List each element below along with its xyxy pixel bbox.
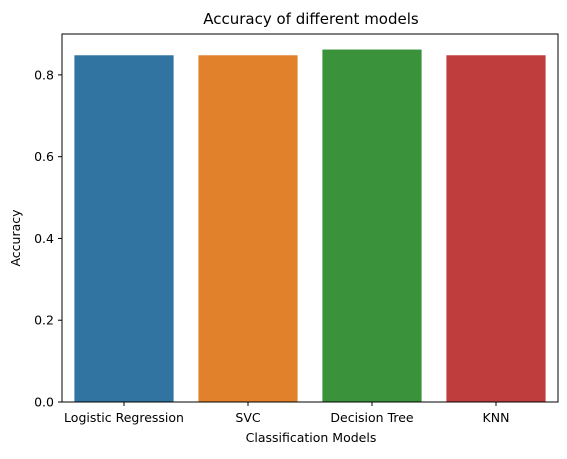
plot-frame — [61, 33, 559, 403]
x-tick-label: SVC — [235, 410, 260, 425]
x-tick-label: Logistic Regression — [64, 410, 184, 425]
y-tick-label: 0.6 — [34, 149, 54, 164]
y-axis-ticks: 0.0 0.2 0.4 0.6 0.8 — [34, 67, 62, 410]
x-tick-label: KNN — [483, 410, 510, 425]
y-tick-label: 0.4 — [34, 231, 54, 246]
y-tick-label: 0.2 — [34, 313, 54, 328]
y-tick-label: 0.8 — [34, 67, 54, 82]
bar-svc — [198, 55, 298, 403]
chart-title: Accuracy of different models — [203, 10, 419, 28]
x-axis-label: Classification Models — [246, 430, 377, 445]
bar-logistic-regression — [74, 55, 174, 403]
bar-decision-tree — [322, 49, 422, 402]
y-tick-label: 0.0 — [34, 395, 54, 410]
x-tick-label: Decision Tree — [330, 410, 414, 425]
bar-knn — [446, 55, 546, 403]
y-axis-label: Accuracy — [8, 209, 23, 267]
bars-group — [74, 49, 546, 403]
x-axis-ticks: Logistic Regression SVC Decision Tree KNN — [64, 402, 509, 425]
